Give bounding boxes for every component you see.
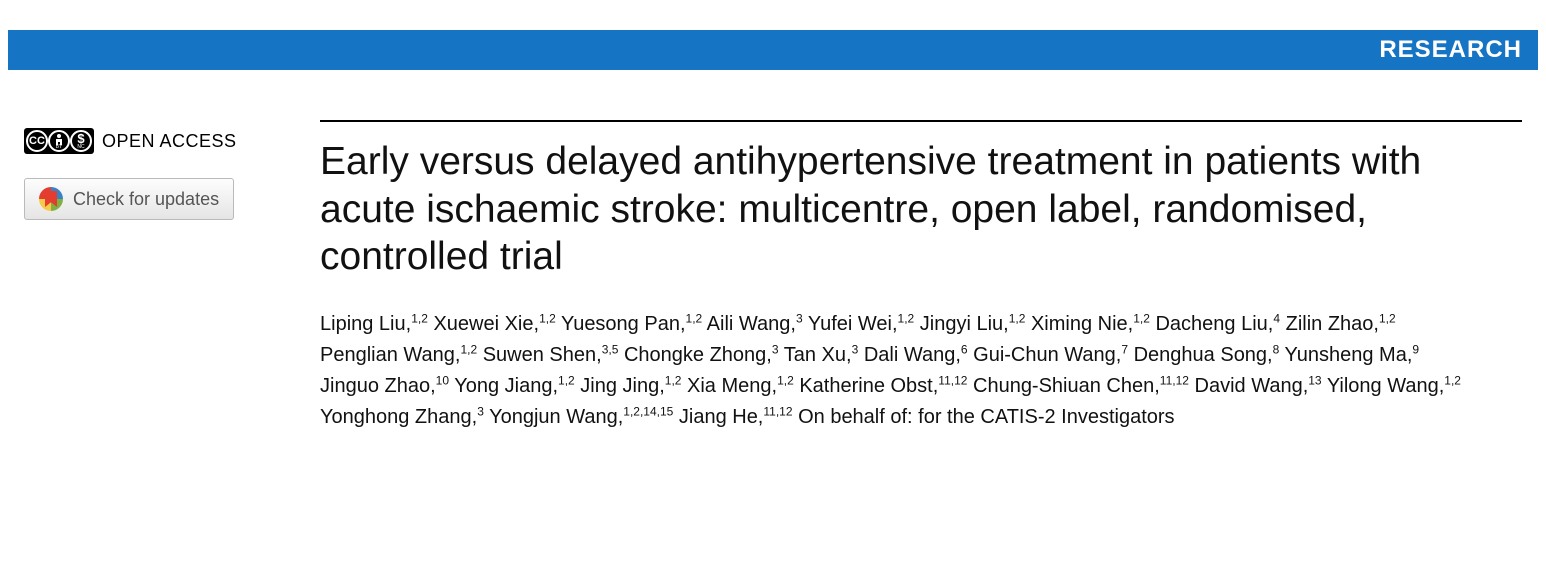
author: Yuesong Pan,1,2 xyxy=(561,313,702,335)
author: Yongjun Wang,1,2,14,15 xyxy=(489,406,673,428)
author-affiliation: 3 xyxy=(796,311,803,325)
author: Ximing Nie,1,2 xyxy=(1031,313,1150,335)
author-affiliation: 1,2 xyxy=(1133,311,1150,325)
author: Penglian Wang,1,2 xyxy=(320,344,477,366)
author: David Wang,13 xyxy=(1195,375,1322,397)
author-affiliation: 11,12 xyxy=(1160,373,1189,387)
nc-icon: $ NC xyxy=(70,130,92,152)
author: Gui-Chun Wang,7 xyxy=(973,344,1128,366)
author-affiliation: 10 xyxy=(436,373,449,387)
author: Chongke Zhong,3 xyxy=(624,344,779,366)
author-affiliation: 3,5 xyxy=(602,342,619,356)
open-access-label: OPEN ACCESS xyxy=(102,131,237,152)
author: Yunsheng Ma,9 xyxy=(1285,344,1420,366)
author: Dali Wang,6 xyxy=(864,344,968,366)
author: Tan Xu,3 xyxy=(784,344,859,366)
author-affiliation: 1,2 xyxy=(1444,373,1461,387)
author: Jingyi Liu,1,2 xyxy=(920,313,1026,335)
sidebar: CC BY $ NC OPEN ACCESS Check for updates xyxy=(24,120,296,433)
author-affiliation: 8 xyxy=(1273,342,1280,356)
by-icon: BY xyxy=(48,130,70,152)
author: Jing Jing,1,2 xyxy=(580,375,681,397)
article-header: Early versus delayed antihypertensive tr… xyxy=(320,120,1522,433)
author: Jinguo Zhao,10 xyxy=(320,375,449,397)
author: Yong Jiang,1,2 xyxy=(454,375,575,397)
author-affiliation: 1,2,14,15 xyxy=(623,404,673,418)
section-header-bar: RESEARCH xyxy=(8,30,1538,70)
author-affiliation: 1,2 xyxy=(411,311,428,325)
author-affiliation: 1,2 xyxy=(460,342,477,356)
author-affiliation: 3 xyxy=(852,342,859,356)
author: Yufei Wei,1,2 xyxy=(808,313,914,335)
author-affiliation: 6 xyxy=(961,342,968,356)
author-affiliation: 11,12 xyxy=(763,404,792,418)
author: Xia Meng,1,2 xyxy=(687,375,794,397)
author: Xuewei Xie,1,2 xyxy=(433,313,555,335)
author: Dacheng Liu,4 xyxy=(1155,313,1280,335)
author: Liping Liu,1,2 xyxy=(320,313,428,335)
author-affiliation: 3 xyxy=(772,342,779,356)
open-access-badge: CC BY $ NC OPEN ACCESS xyxy=(24,128,296,154)
author-affiliation: 1,2 xyxy=(777,373,794,387)
author-affiliation: 1,2 xyxy=(1009,311,1026,325)
on-behalf-of: On behalf of: for the CATIS-2 Investigat… xyxy=(798,406,1174,428)
author-affiliation: 7 xyxy=(1121,342,1128,356)
author: Denghua Song,8 xyxy=(1134,344,1280,366)
author-affiliation: 1,2 xyxy=(1379,311,1396,325)
author: Yilong Wang,1,2 xyxy=(1327,375,1461,397)
crossmark-icon xyxy=(39,187,63,211)
author: Jiang He,11,12 xyxy=(679,406,793,428)
check-for-updates-label: Check for updates xyxy=(73,189,219,210)
author: Aili Wang,3 xyxy=(707,313,803,335)
author-affiliation: 4 xyxy=(1273,311,1280,325)
page-body: CC BY $ NC OPEN ACCESS Check for updates xyxy=(0,70,1546,473)
author-affiliation: 1,2 xyxy=(686,311,703,325)
author: Zilin Zhao,1,2 xyxy=(1286,313,1396,335)
author-list: Liping Liu,1,2 Xuewei Xie,1,2 Yuesong Pa… xyxy=(320,309,1522,433)
author: Katherine Obst,11,12 xyxy=(799,375,967,397)
author-affiliation: 9 xyxy=(1412,342,1419,356)
author-affiliation: 13 xyxy=(1308,373,1321,387)
author-affiliation: 1,2 xyxy=(898,311,915,325)
author: Chung-Shiuan Chen,11,12 xyxy=(973,375,1189,397)
author-affiliation: 1,2 xyxy=(558,373,575,387)
section-label: RESEARCH xyxy=(1379,36,1522,64)
author-affiliation: 3 xyxy=(477,404,484,418)
author-affiliation: 11,12 xyxy=(938,373,967,387)
author-affiliation: 1,2 xyxy=(665,373,682,387)
author: Yonghong Zhang,3 xyxy=(320,406,484,428)
check-for-updates-button[interactable]: Check for updates xyxy=(24,178,234,220)
author-affiliation: 1,2 xyxy=(539,311,556,325)
author: Suwen Shen,3,5 xyxy=(483,344,619,366)
cc-icon: CC xyxy=(26,130,48,152)
article-title: Early versus delayed antihypertensive tr… xyxy=(320,138,1522,281)
cc-by-nc-icon: CC BY $ NC xyxy=(24,128,94,154)
